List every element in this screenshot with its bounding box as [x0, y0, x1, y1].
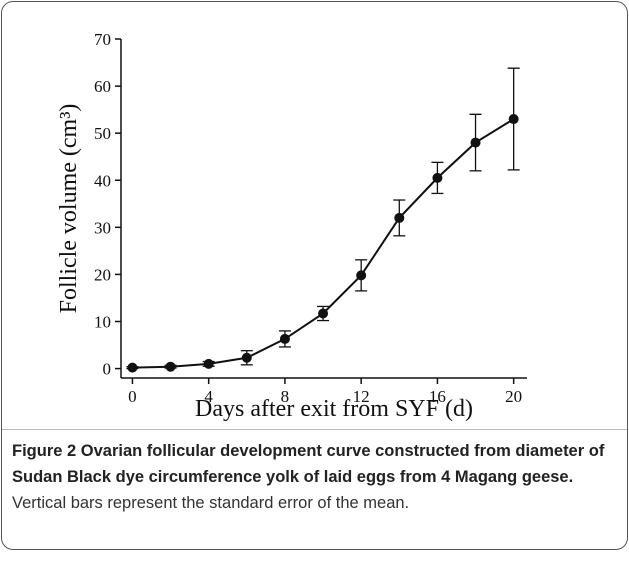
- y-tick-label: 50: [94, 124, 111, 143]
- data-point: [279, 333, 290, 344]
- caption: Figure 2 Ovarian follicular development …: [12, 438, 612, 516]
- x-tick-label: 12: [353, 387, 370, 406]
- y-tick-label: 20: [94, 265, 111, 284]
- chart: 0 10 20 30 40 50 60 70 0 4 8 12 16 20 Days after exit …: [56, 30, 527, 422]
- data-point: [203, 358, 214, 369]
- data-point: [394, 212, 405, 223]
- data-point: [508, 114, 519, 125]
- caption-text: Vertical bars represent the standard err…: [12, 494, 410, 512]
- data-point: [165, 361, 176, 372]
- x-tick-label: 4: [204, 387, 213, 406]
- y-tick-label: 30: [94, 218, 111, 237]
- data-point: [432, 172, 443, 183]
- data-point: [356, 270, 367, 281]
- x-tick-label: 8: [281, 387, 290, 406]
- x-axis-label: Days after exit from SYF (d): [195, 396, 473, 422]
- y-tick-label: 10: [94, 313, 111, 332]
- data-point: [127, 362, 138, 373]
- y-axis-label: Follicle volume (cm³): [56, 104, 82, 314]
- y-tick-label: 70: [94, 30, 111, 49]
- data-point: [470, 137, 481, 148]
- data-point: [241, 352, 252, 363]
- figure-box: 0 10 20 30 40 50 60 70 0 4 8 12 16 20 Days after exit …: [1, 1, 628, 550]
- y-tick-label: 60: [94, 77, 111, 96]
- separator: [2, 429, 627, 430]
- caption-title: Figure 2 Ovarian follicular development …: [12, 442, 605, 486]
- y-tick-label: 0: [103, 360, 112, 379]
- x-tick-label: 16: [429, 387, 446, 406]
- x-tick-label: 0: [128, 387, 137, 406]
- y-tick-label: 40: [94, 171, 111, 190]
- data-line: [132, 118, 515, 369]
- x-tick-label: 20: [505, 387, 522, 406]
- data-point: [318, 308, 329, 319]
